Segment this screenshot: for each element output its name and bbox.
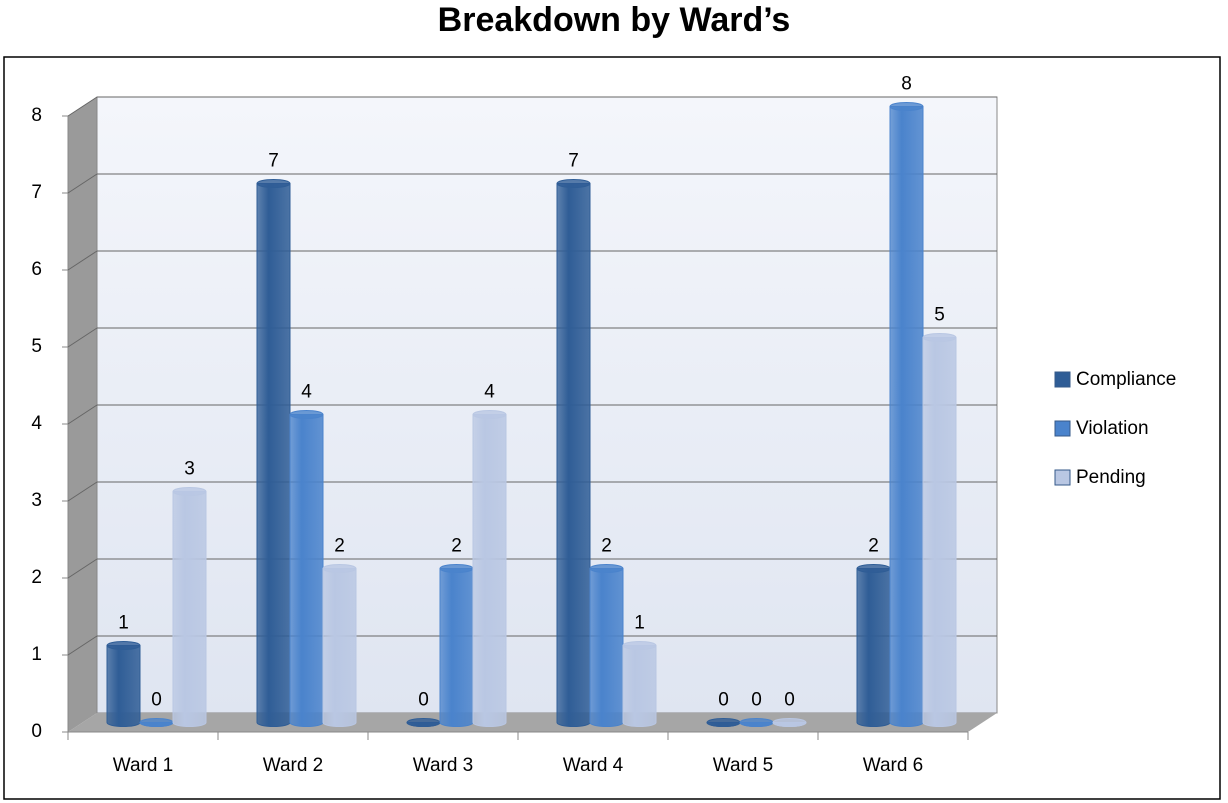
bar-top	[856, 564, 891, 573]
bar	[556, 183, 591, 727]
bar-top	[922, 333, 957, 342]
value-label: 2	[868, 536, 879, 557]
bar-top	[556, 179, 591, 188]
legend-swatch	[1054, 420, 1071, 437]
bar	[472, 414, 507, 727]
bar	[256, 183, 291, 727]
y-tick-label: 8	[31, 105, 42, 126]
bar-top	[772, 718, 807, 727]
grid-line	[67, 173, 98, 194]
chart-title: Breakdown by Ward’s	[438, 1, 791, 39]
bar	[106, 645, 141, 727]
value-label: 2	[451, 536, 462, 557]
y-tick-label: 1	[31, 644, 42, 665]
value-label: 8	[901, 74, 912, 95]
bar-top	[256, 179, 291, 188]
y-tick-label: 0	[31, 721, 42, 742]
bar-top	[322, 564, 357, 573]
value-label: 2	[601, 536, 612, 557]
legend-label: Compliance	[1076, 369, 1176, 390]
bar	[439, 568, 474, 727]
bar-top	[739, 718, 774, 727]
bar-top	[622, 641, 657, 650]
legend-swatch	[1054, 469, 1071, 486]
value-label: 1	[634, 613, 645, 634]
grid-line	[67, 404, 98, 425]
value-label: 0	[751, 690, 762, 711]
x-tick-label: Ward 3	[413, 755, 474, 776]
value-label: 0	[718, 690, 729, 711]
y-tick-label: 5	[31, 336, 42, 357]
y-tick-label: 7	[31, 182, 42, 203]
x-tick-label: Ward 4	[563, 755, 624, 776]
bar	[622, 645, 657, 727]
value-label: 4	[484, 382, 495, 403]
bar-top	[289, 410, 324, 419]
bar-top	[139, 718, 174, 727]
x-tick-label: Ward 1	[113, 755, 174, 776]
bar-top	[706, 718, 741, 727]
bar	[589, 568, 624, 727]
legend-label: Pending	[1076, 467, 1146, 488]
legend-label: Violation	[1076, 418, 1149, 439]
bar	[856, 568, 891, 727]
y-tick-label: 4	[31, 413, 42, 434]
grid-line	[67, 481, 98, 502]
bar	[889, 106, 924, 727]
value-label: 7	[268, 151, 279, 172]
value-label: 4	[301, 382, 312, 403]
bar-top	[406, 718, 441, 727]
grid-line	[67, 327, 98, 348]
value-label: 5	[934, 305, 945, 326]
bar-top	[889, 102, 924, 111]
bar-top	[439, 564, 474, 573]
value-label: 1	[118, 613, 129, 634]
value-label: 0	[418, 690, 429, 711]
legend-swatch	[1054, 371, 1071, 388]
bar-top	[589, 564, 624, 573]
bar-top	[472, 410, 507, 419]
bar	[172, 491, 207, 727]
value-label: 7	[568, 151, 579, 172]
x-tick-label: Ward 2	[263, 755, 324, 776]
value-label: 2	[334, 536, 345, 557]
y-tick-label: 2	[31, 567, 42, 588]
x-tick-label: Ward 5	[713, 755, 774, 776]
value-label: 0	[784, 690, 795, 711]
value-label: 3	[184, 459, 195, 480]
bar	[922, 337, 957, 727]
grid-line	[67, 558, 98, 579]
grid-line	[67, 250, 98, 271]
grid-line	[67, 635, 98, 656]
bar-top	[106, 641, 141, 650]
x-tick-label: Ward 6	[863, 755, 924, 776]
bar-top	[172, 487, 207, 496]
y-tick-label: 3	[31, 490, 42, 511]
grid-line	[67, 96, 98, 117]
bar	[322, 568, 357, 727]
y-tick-label: 6	[31, 259, 42, 280]
bar	[289, 414, 324, 727]
value-label: 0	[151, 690, 162, 711]
